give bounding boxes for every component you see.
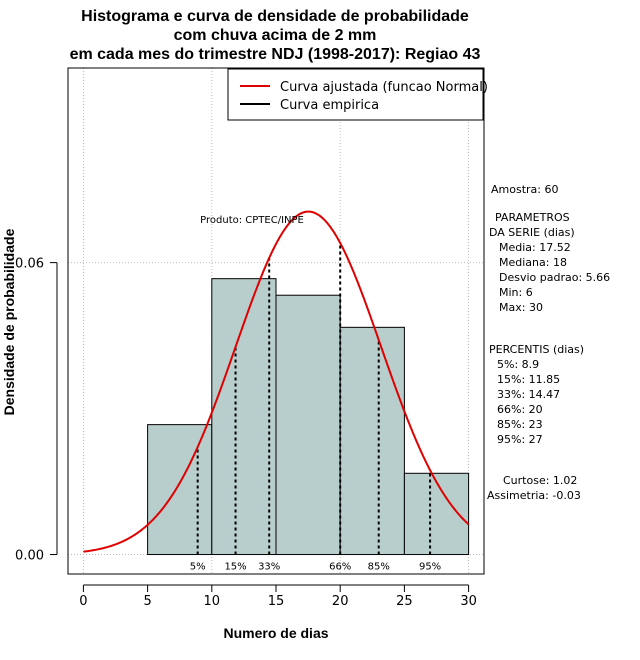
- x-tick-label: 5: [143, 594, 151, 609]
- percentile-label: 15%: [224, 562, 246, 573]
- percentil-15: 15%: 11.85: [497, 373, 560, 386]
- parametros-subtitle: DA SERIE (dias): [489, 226, 575, 239]
- parametros-title: PARAMETROS: [495, 211, 570, 224]
- x-axis-title: Numero de dias: [223, 625, 328, 641]
- percentil-5: 5%: 8.9: [497, 358, 539, 371]
- x-tick-label: 30: [460, 594, 477, 609]
- histogram-bar: [275, 294, 341, 556]
- param-media: Media: 17.52: [499, 241, 571, 254]
- histogram-bar: [211, 278, 277, 556]
- x-tick-label: 20: [332, 594, 349, 609]
- chart-title-line-3: em cada mes do trimestre NDJ (1998-2017)…: [70, 46, 481, 63]
- percentile-label: 85%: [368, 562, 390, 573]
- plot-frame: [67, 67, 485, 575]
- curve-layer: [83, 210, 470, 553]
- stats-panel: Amostra: 60 PARAMETROS DA SERIE (dias) M…: [487, 183, 610, 502]
- percentile-layer: 5% 15% 33% 66% 85% 95%: [190, 242, 441, 573]
- x-tick-label: 10: [204, 594, 221, 609]
- param-max: Max: 30: [499, 301, 543, 314]
- legend: Curva ajustada (funcao Normal) Curva emp…: [227, 68, 488, 121]
- histogram-bar: [147, 424, 213, 556]
- param-mediana: Mediana: 18: [499, 256, 567, 269]
- percentile-label: 66%: [329, 562, 351, 573]
- legend-label-empirical: Curva empirica: [280, 98, 379, 113]
- chart-title-line-2: com chuva acima de 2 mm: [174, 27, 377, 44]
- x-tick-label: 25: [396, 594, 413, 609]
- produto-label: Produto: CPTEC/INPE: [200, 215, 304, 226]
- percentil-66: 66%: 20: [497, 403, 543, 416]
- legend-box: [227, 68, 484, 121]
- y-tick-label: 0.00: [15, 549, 44, 564]
- normal-curve: [83, 210, 470, 553]
- percentile-label: 95%: [419, 562, 441, 573]
- y-tick-label: 0.06: [15, 257, 44, 272]
- percentile-label: 33%: [258, 562, 280, 573]
- param-desvio: Desvio padrao: 5.66: [499, 271, 610, 284]
- x-tick-label: 15: [268, 594, 285, 609]
- assimetria-label: Assimetria: -0.03: [487, 489, 581, 502]
- percentil-95: 95%: 27: [497, 433, 543, 446]
- bar-layer: [147, 278, 470, 556]
- histogram-bar: [339, 326, 405, 556]
- x-tick-label: 0: [79, 594, 87, 609]
- percentis-title: PERCENTIS (dias): [489, 343, 584, 356]
- percentile-label: 5%: [190, 562, 206, 573]
- legend-label-fitted: Curva ajustada (funcao Normal): [280, 80, 488, 95]
- curtose-label: Curtose: 1.02: [503, 474, 577, 487]
- param-min: Min: 6: [499, 286, 533, 299]
- percentil-85: 85%: 23: [497, 418, 543, 431]
- amostra-label: Amostra: 60: [491, 183, 558, 196]
- percentil-33: 33%: 14.47: [497, 388, 560, 401]
- y-axis-title: Densidade de probabilidade: [1, 228, 17, 415]
- chart-title-line-1: Histograma e curva de densidade de proba…: [81, 8, 469, 25]
- axis-layer: 0 5 10 15 20 25 30 0.00 0.06: [15, 257, 477, 609]
